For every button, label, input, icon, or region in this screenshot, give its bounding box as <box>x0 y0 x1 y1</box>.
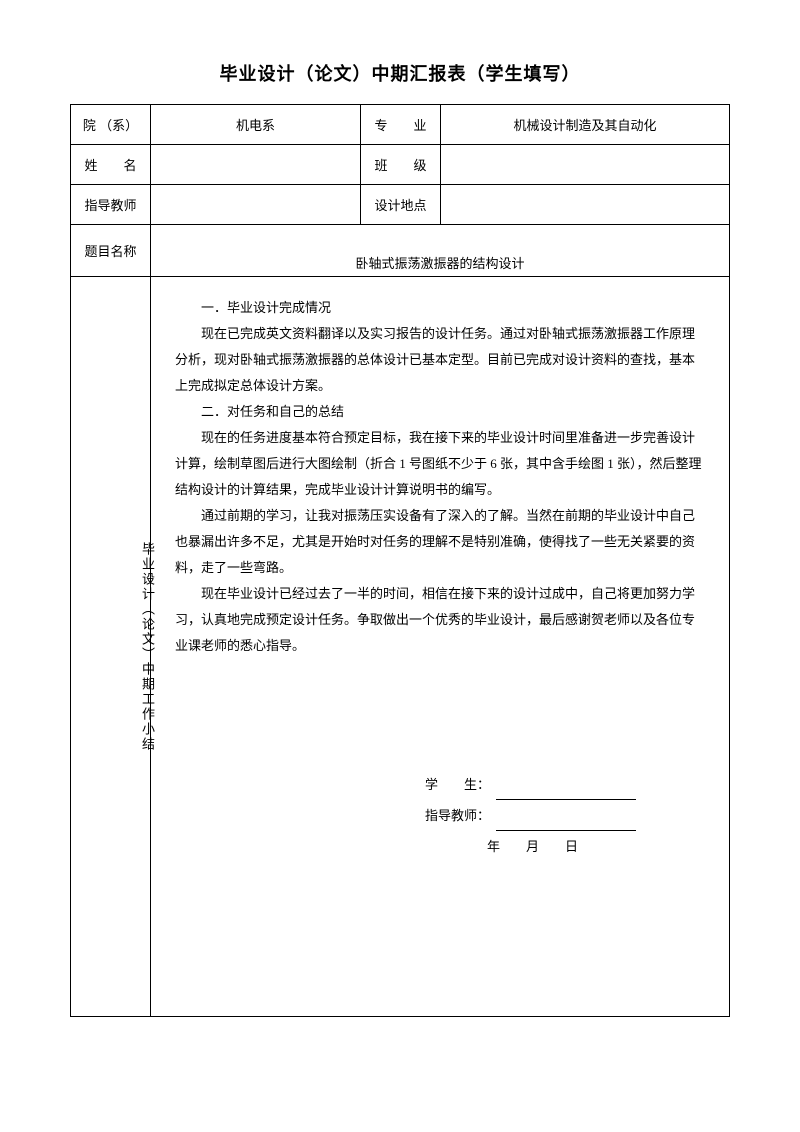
location-label: 设计地点 <box>361 185 441 225</box>
row-name-class: 姓 名 班 级 <box>71 145 730 185</box>
section1-head: 一．毕业设计完成情况 <box>175 295 705 321</box>
major-value: 机械设计制造及其自动化 <box>441 105 730 145</box>
location-value <box>441 185 730 225</box>
section2-p1: 现在的任务进度基本符合预定目标，我在接下来的毕业设计时间里准备进一步完善设计计算… <box>175 425 705 503</box>
advisor-sign-label: 指导教师： <box>425 808 490 823</box>
summary-vertical-label: 毕业设计（论文）中期工作小结 <box>71 277 151 1017</box>
date-month: 月 <box>526 839 565 854</box>
summary-vertical-text: 毕业设计（论文）中期工作小结 <box>77 542 157 752</box>
class-value <box>441 145 730 185</box>
advisor-sign-line: 指导教师： <box>425 800 705 831</box>
section2-head: 二．对任务和自己的总结 <box>175 399 705 425</box>
date-year: 年 <box>487 839 526 854</box>
student-sign-label: 学 生： <box>425 777 490 792</box>
page-title: 毕业设计（论文）中期汇报表（学生填写） <box>70 60 730 86</box>
signature-block: 学 生： 指导教师： 年月日 <box>175 769 705 863</box>
name-label: 姓 名 <box>71 145 151 185</box>
report-form-table: 院 （系） 机电系 专 业 机械设计制造及其自动化 姓 名 班 级 指导教师 设… <box>70 104 730 1017</box>
section1-p1: 现在已完成英文资料翻译以及实习报告的设计任务。通过对卧轴式振荡激振器工作原理分析… <box>175 321 705 399</box>
summary-content: 一．毕业设计完成情况 现在已完成英文资料翻译以及实习报告的设计任务。通过对卧轴式… <box>151 277 730 1017</box>
section2-p3: 现在毕业设计已经过去了一半的时间，相信在接下来的设计过成中，自己将更加努力学习，… <box>175 581 705 659</box>
dept-value: 机电系 <box>151 105 361 145</box>
dept-label: 院 （系） <box>71 105 151 145</box>
major-label: 专 业 <box>361 105 441 145</box>
row-dept-major: 院 （系） 机电系 专 业 机械设计制造及其自动化 <box>71 105 730 145</box>
row-advisor-location: 指导教师 设计地点 <box>71 185 730 225</box>
date-line: 年月日 <box>425 831 705 862</box>
row-topic: 题目名称 卧轴式振荡激振器的结构设计 <box>71 225 730 277</box>
advisor-value <box>151 185 361 225</box>
date-day: 日 <box>565 839 578 854</box>
advisor-label: 指导教师 <box>71 185 151 225</box>
class-label: 班 级 <box>361 145 441 185</box>
section2-p2: 通过前期的学习，让我对振荡压实设备有了深入的了解。当然在前期的毕业设计中自己也暴… <box>175 503 705 581</box>
student-sign-line: 学 生： <box>425 769 705 800</box>
topic-value: 卧轴式振荡激振器的结构设计 <box>151 225 730 277</box>
row-summary: 毕业设计（论文）中期工作小结 一．毕业设计完成情况 现在已完成英文资料翻译以及实… <box>71 277 730 1017</box>
topic-label: 题目名称 <box>71 225 151 277</box>
name-value <box>151 145 361 185</box>
